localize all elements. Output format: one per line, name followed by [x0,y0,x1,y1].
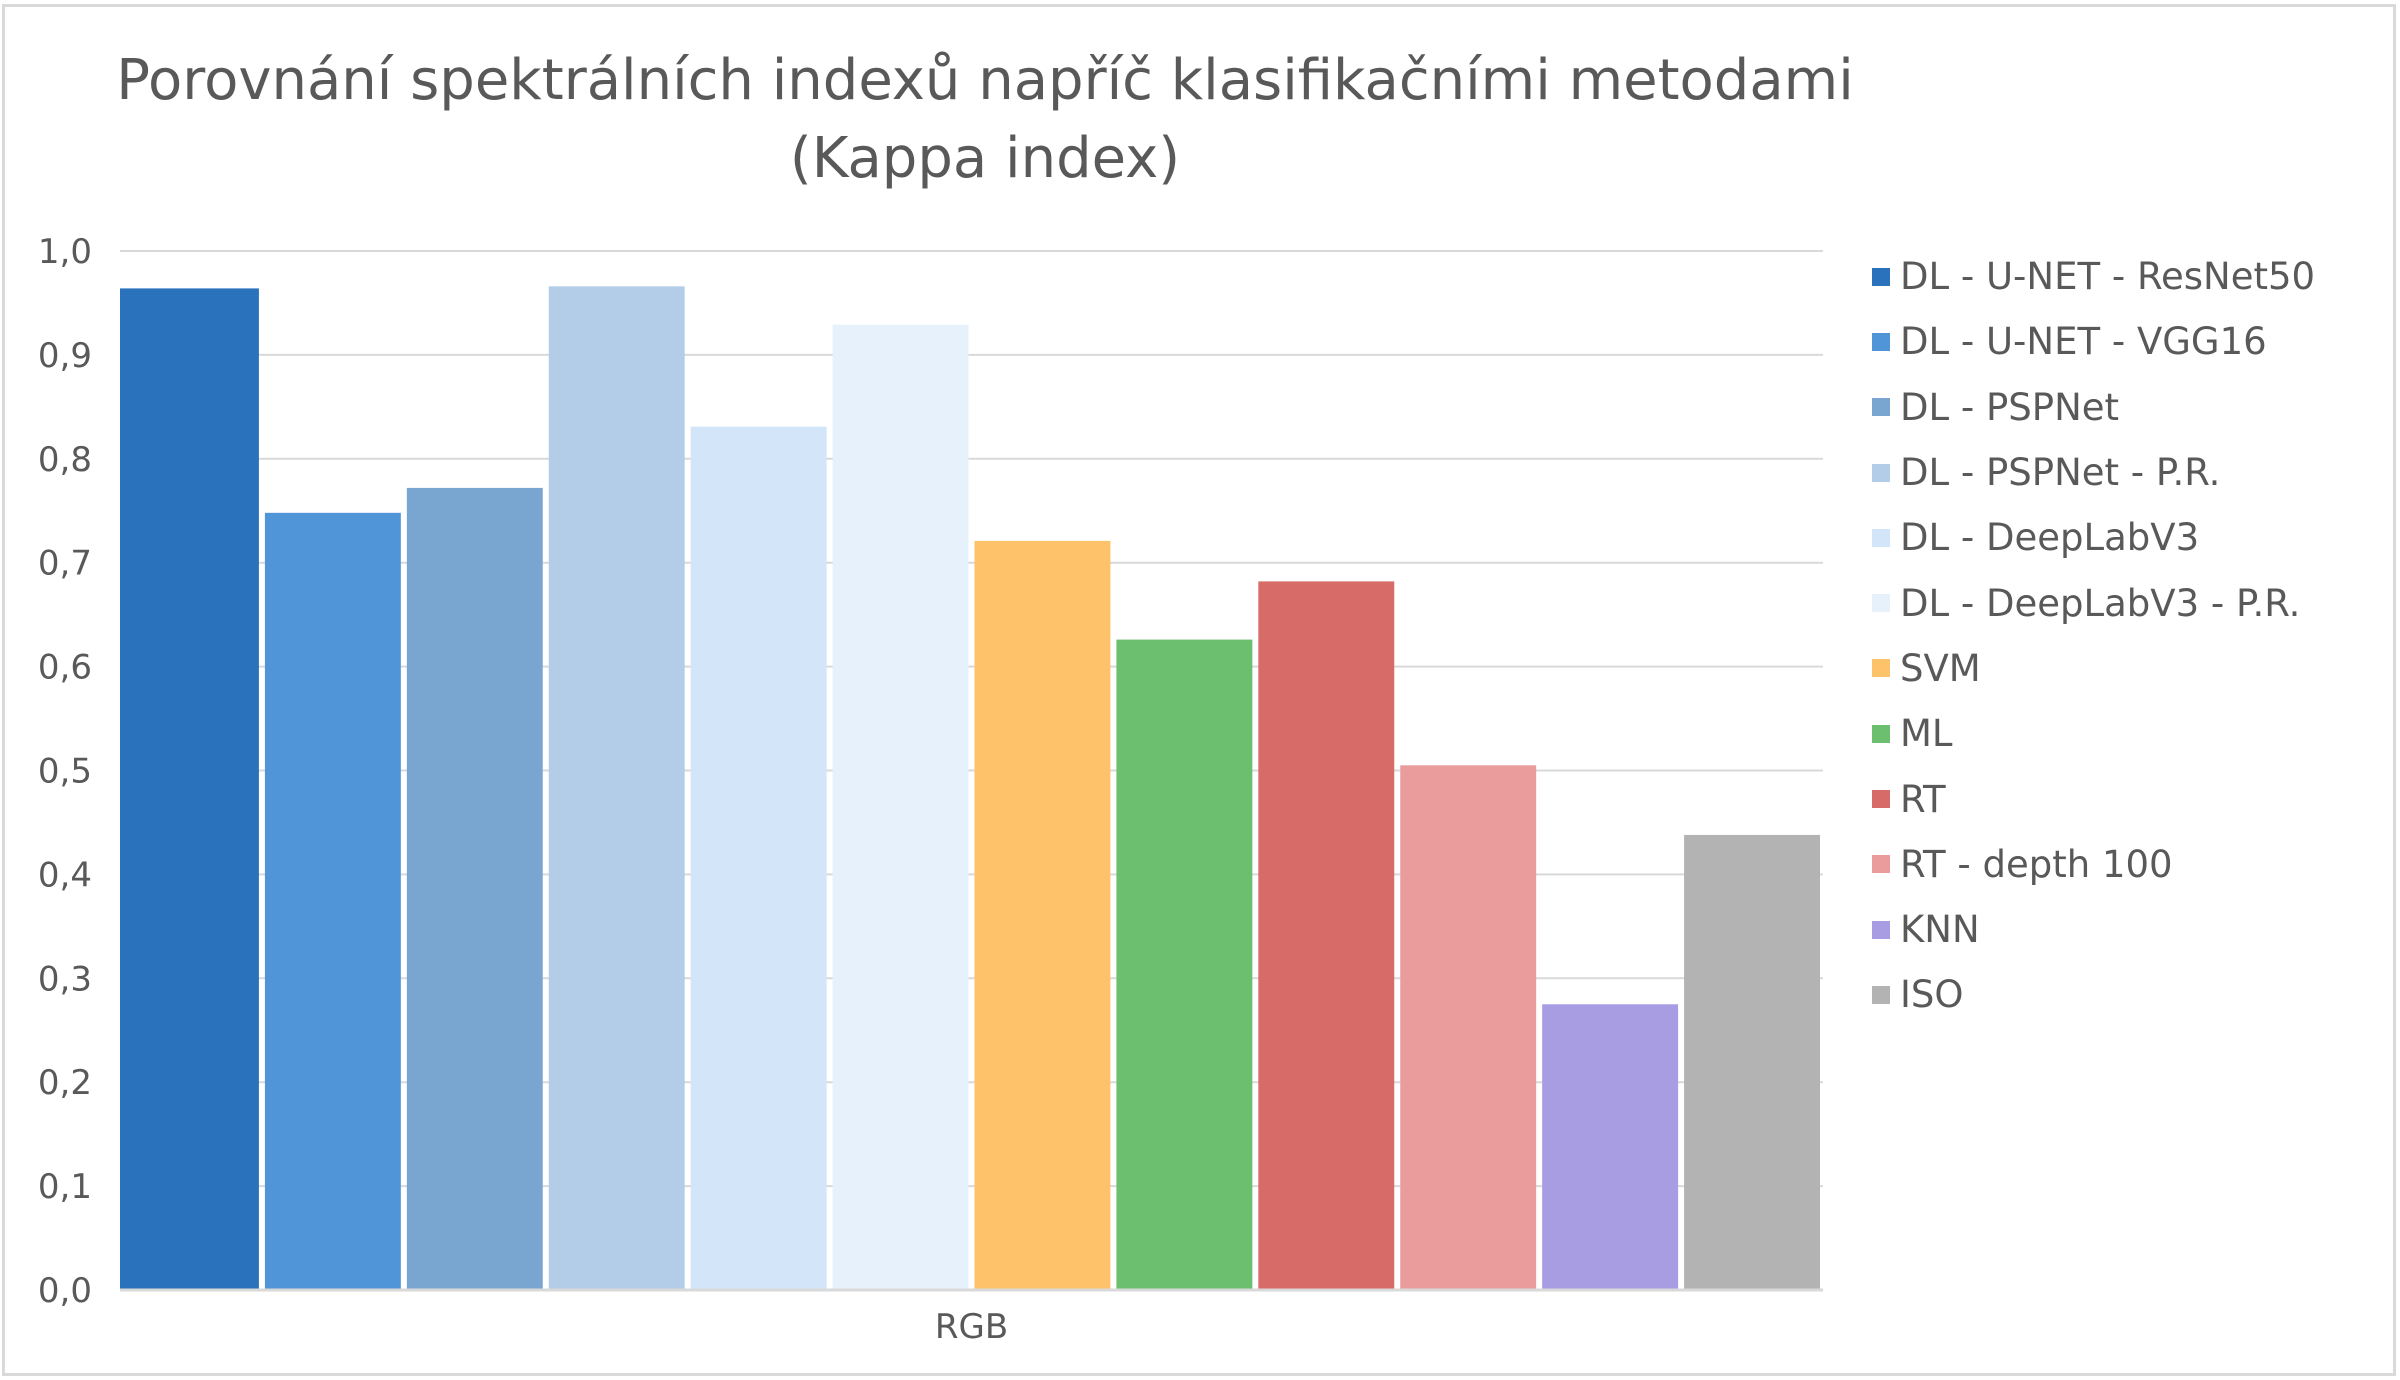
legend-swatch [1872,594,1890,613]
gridlines [120,250,1823,1188]
legend-entry: KNN [1872,897,2315,962]
y-tick-labels: 0,0 0,1 0,2 0,3 0,4 0,5 0,6 0,7 0,8 0,9 1,0 [38,232,92,1311]
legend-swatch [1872,790,1890,809]
legend-entry: DL - U-NET - VGG16 [1872,309,2315,374]
legend-label: RT [1900,777,1946,821]
legend-swatch [1872,724,1890,743]
bar-dl-u-net-vgg16 [264,512,401,1290]
legend-entry: ISO [1872,962,2315,1027]
legend-swatch [1872,463,1890,482]
y-tick-label: 0,4 [38,855,92,895]
legend-label: ISO [1900,973,1964,1017]
legend-label: RT - depth 100 [1900,842,2173,886]
bar-knn [1542,1004,1679,1290]
legend-entry: DL - U-NET - ResNet50 [1872,244,2315,309]
legend-entry: SVM [1872,636,2315,701]
bar-dl-deeplabv3-p-r [832,324,969,1290]
chart-title-line-2: (Kappa index) [789,126,1181,191]
bar-dl-deeplabv3 [690,426,827,1290]
y-tick-label: 0,3 [38,959,92,999]
y-tick-label: 0,0 [38,1271,92,1311]
legend-swatch [1872,528,1890,547]
bar-dl-pspnet-p-r [548,286,685,1290]
legend-entry: DL - DeepLabV3 [1872,505,2315,570]
y-tick-label: 0,5 [38,752,92,792]
legend-label: DL - DeepLabV3 - P.R. [1900,581,2301,625]
legend-label: KNN [1900,908,1980,952]
legend-swatch [1872,398,1890,417]
legend-label: DL - PSPNet [1900,385,2120,429]
legend-label: DL - U-NET - ResNet50 [1900,255,2316,299]
legend-label: DL - U-NET - VGG16 [1900,320,2267,364]
legend-label: SVM [1900,646,1981,690]
y-tick-label: 0,6 [38,648,92,688]
legend-entry: DL - PSPNet [1872,375,2315,440]
legend-swatch [1872,332,1890,351]
legend-entry: RT - depth 100 [1872,832,2315,897]
bar-rt [1258,581,1395,1290]
bar-dl-u-net-resnet50 [120,288,259,1290]
x-tick-label: RGB [935,1307,1008,1347]
y-tick-label: 0,2 [38,1063,92,1103]
y-tick-label: 0,8 [38,440,92,480]
y-tick-label: 0,1 [38,1167,92,1207]
legend: DL - U-NET - ResNet50 DL - U-NET - VGG16 D… [1872,244,2315,1028]
chart-title: Porovnání spektrálních indexů napříč kla… [0,42,1970,198]
legend-entry: DL - PSPNet - P.R. [1872,440,2315,505]
legend-entry: DL - DeepLabV3 - P.R. [1872,570,2315,635]
bars [120,286,1820,1291]
legend-swatch [1872,985,1890,1004]
chart-title-line-1: Porovnání spektrálních indexů napříč kla… [116,48,1854,113]
y-tick-label: 0,7 [38,544,92,584]
legend-entry: ML [1872,701,2315,766]
legend-swatch [1872,855,1890,874]
bar-dl-pspnet [406,487,543,1291]
y-tick-label: 0,9 [38,336,92,376]
bar-rt-depth-100 [1400,765,1537,1290]
legend-label: ML [1900,712,1953,756]
x-tick-labels: RGB [935,1307,1008,1347]
legend-label: DL - PSPNet - P.R. [1900,451,2221,495]
legend-swatch [1872,920,1890,939]
bar-svm [974,540,1111,1290]
legend-swatch [1872,659,1890,678]
bar-ml [1116,639,1253,1290]
legend-label: DL - DeepLabV3 [1900,516,2200,560]
bar-iso [1684,834,1820,1290]
legend-swatch [1872,267,1890,286]
y-tick-label: 1,0 [38,232,92,272]
legend-entry: RT [1872,766,2315,831]
